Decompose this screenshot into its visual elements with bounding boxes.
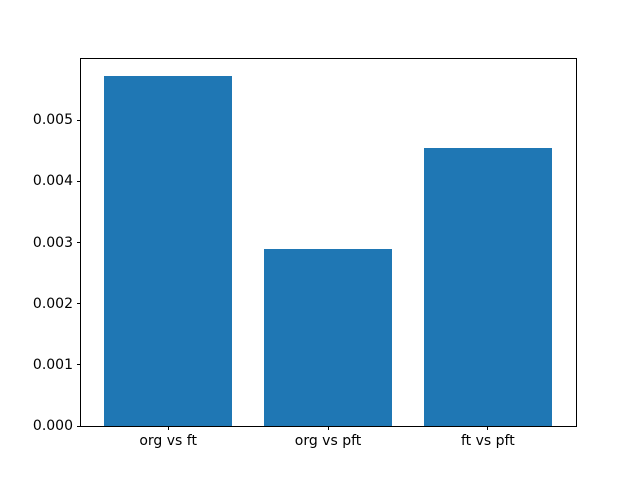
x-tick-label: ft vs pft bbox=[460, 433, 515, 449]
y-tick-mark bbox=[77, 180, 81, 182]
y-tick-label: 0.003 bbox=[32, 234, 73, 251]
x-tick-mark bbox=[487, 426, 489, 430]
y-tick-label: 0.002 bbox=[32, 295, 73, 312]
x-tick-label: org vs pft bbox=[294, 433, 362, 449]
y-tick-mark bbox=[77, 364, 81, 366]
x-tick-mark bbox=[327, 426, 329, 430]
bar-org-vs-pft bbox=[263, 249, 393, 426]
y-tick-mark bbox=[77, 242, 81, 243]
y-tick-label: 0.005 bbox=[32, 112, 73, 129]
x-tick-mark bbox=[167, 426, 169, 430]
plot-area: org vs ft org vs pft ft vs pft 0.000 0.001 0.… bbox=[33, 58, 577, 449]
bar-ft-vs-pft bbox=[423, 147, 553, 426]
y-tick-label: 0.000 bbox=[32, 418, 73, 434]
y-tick-mark bbox=[77, 119, 81, 121]
y-tick-mark bbox=[77, 303, 81, 305]
y-tick-label: 0.001 bbox=[32, 356, 73, 373]
x-tick-label: org vs ft bbox=[139, 433, 197, 449]
y-tick-mark bbox=[77, 425, 81, 427]
bar-org-vs-ft bbox=[103, 76, 233, 426]
y-tick-label: 0.004 bbox=[32, 173, 73, 190]
